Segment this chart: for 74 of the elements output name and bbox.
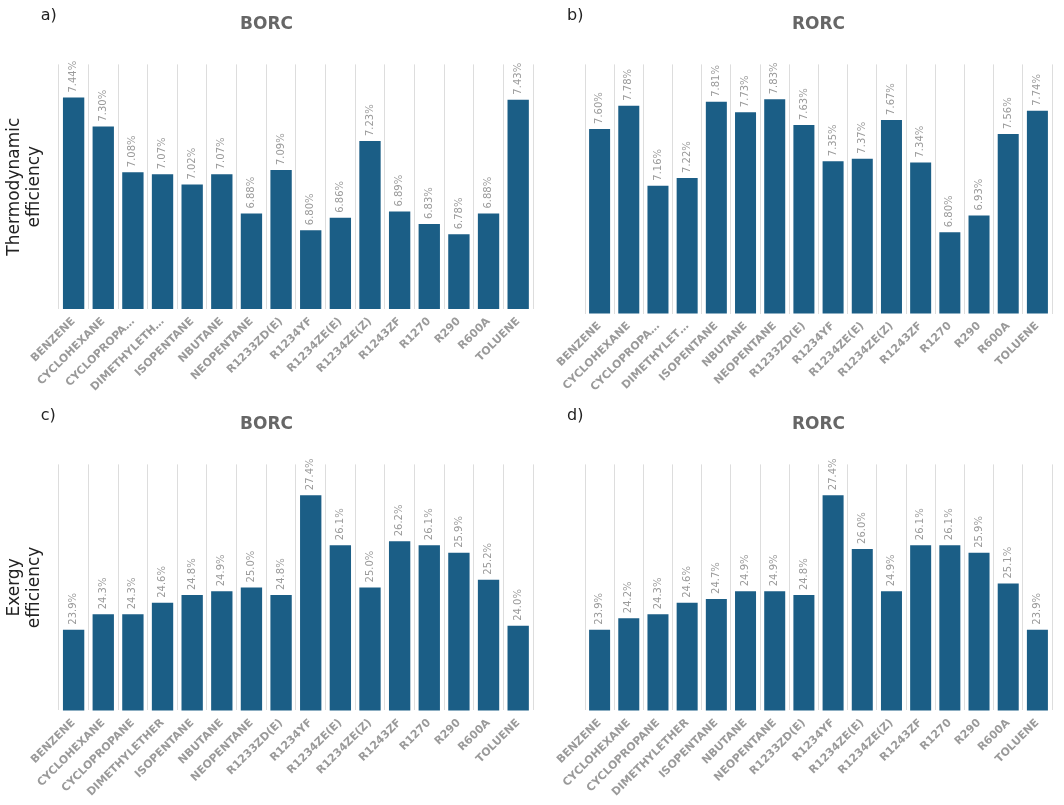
data-label: 7.67% — [885, 83, 897, 115]
data-label: 24.3% — [96, 577, 108, 610]
data-label: 24.6% — [156, 566, 168, 598]
data-label: 7.81% — [709, 65, 721, 97]
data-label: 24.8% — [797, 558, 809, 591]
data-label: 24.6% — [680, 566, 692, 598]
data-label: 25.1% — [1001, 546, 1013, 579]
data-label: 7.34% — [914, 125, 926, 158]
data-label: 6.80% — [943, 195, 955, 228]
data-label: 7.30% — [96, 89, 108, 122]
data-label: 7.63% — [797, 88, 809, 121]
data-label: 25.9% — [452, 516, 464, 548]
data-label: 27.4% — [304, 458, 316, 491]
data-label: 7.16% — [651, 148, 663, 181]
data-label: 7.22% — [680, 141, 692, 173]
data-label: 7.44% — [67, 60, 79, 93]
text: a) — [40, 5, 57, 25]
data-label: 27.4% — [826, 458, 838, 491]
data-label: 26.2% — [393, 504, 405, 537]
data-label: 23.9% — [1031, 592, 1042, 625]
data-label: 24.3% — [651, 577, 663, 610]
data-label: 6.86% — [333, 180, 345, 213]
data-label: 26.0% — [855, 512, 867, 544]
text: d) — [567, 405, 584, 425]
data-label: 6.78% — [452, 197, 464, 230]
data-label: 6.80% — [304, 193, 316, 226]
chart-title: BORC — [240, 12, 293, 33]
data-label: 24.9% — [215, 554, 227, 587]
data-label: 24.8% — [185, 558, 197, 591]
data-label: 7.37% — [855, 121, 867, 154]
data-label: 23.9% — [67, 592, 79, 625]
data-label: 6.83% — [422, 187, 434, 219]
data-label: 7.09% — [274, 133, 286, 166]
data-label: 23.9% — [593, 592, 605, 625]
text: c) — [40, 405, 56, 425]
data-label: 25.9% — [972, 516, 984, 548]
data-label: 7.43% — [511, 62, 523, 95]
data-label: 24.9% — [739, 554, 751, 587]
data-label: 7.83% — [768, 62, 780, 95]
data-label: 7.02% — [185, 147, 197, 180]
data-label: 6.89% — [393, 174, 405, 207]
chart-title: RORC — [791, 12, 846, 33]
data-label: 6.93% — [972, 178, 984, 211]
data-label: 7.08% — [126, 135, 138, 168]
data-label: 7.74% — [1031, 74, 1042, 106]
data-label: 25.2% — [482, 542, 494, 575]
data-label: 7.60% — [593, 92, 605, 124]
data-label: 24.7% — [709, 562, 721, 594]
y-axis-title: Exergy efficiency — [2, 546, 44, 629]
data-label: 6.88% — [245, 176, 257, 209]
data-label: 7.23% — [363, 104, 375, 137]
data-label: 25.0% — [245, 550, 257, 583]
data-label: 24.0% — [511, 589, 523, 621]
data-label: 24.2% — [622, 581, 634, 614]
data-label: 7.07% — [156, 137, 168, 170]
data-label: 7.56% — [1001, 97, 1013, 130]
data-label: 25.0% — [363, 550, 375, 583]
data-label: 24.3% — [126, 577, 138, 610]
data-label: 24.9% — [768, 554, 780, 587]
data-label: 24.9% — [885, 554, 897, 587]
data-label: 7.35% — [826, 124, 838, 157]
data-label: 26.1% — [333, 508, 345, 541]
text: b) — [567, 5, 584, 25]
chart-title: RORC — [791, 412, 846, 433]
chart-title: BORC — [240, 412, 293, 433]
data-label: 26.1% — [914, 508, 926, 541]
data-label: 7.73% — [739, 75, 751, 108]
data-label: 26.1% — [943, 508, 955, 541]
y-axis-title: Thermodynamic efficiency — [2, 117, 44, 257]
data-label: 7.78% — [622, 68, 634, 101]
data-label: 24.8% — [274, 558, 286, 591]
data-label: 26.1% — [422, 508, 434, 541]
data-label: 7.07% — [215, 137, 227, 170]
data-label: 6.88% — [482, 176, 494, 209]
